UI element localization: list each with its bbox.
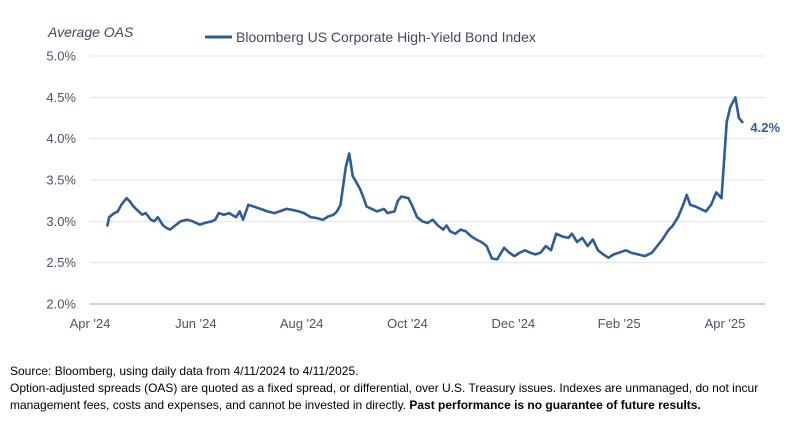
y-tick-label: 4.0% (46, 131, 76, 146)
disclosure-note: Option-adjusted spreads (OAS) are quoted… (10, 380, 785, 414)
performance-disclaimer: Past performance is no guarantee of futu… (409, 398, 701, 412)
oas-line-chart: Average OAS Bloomberg US Corporate High-… (46, 24, 780, 331)
y-tick-label: 2.5% (46, 255, 76, 270)
x-tick-label: Jun '24 (175, 316, 217, 331)
end-value-label: 4.2% (750, 120, 780, 135)
chart-footer: Source: Bloomberg, using daily data from… (10, 363, 785, 414)
y-tick-label: 3.0% (46, 214, 76, 229)
x-axis-ticks: Apr '24 Jun '24 Aug '24 Oct '24 Dec '24 Feb '… (70, 316, 746, 331)
x-tick-label: Aug '24 (280, 316, 324, 331)
x-tick-label: Apr '24 (70, 316, 111, 331)
disclosure-text: Option-adjusted spreads (OAS) are quoted… (10, 381, 759, 412)
source-note: Source: Bloomberg, using daily data from… (10, 364, 359, 378)
x-tick-label: Dec '24 (491, 316, 535, 331)
y-axis-title: Average OAS (47, 24, 134, 40)
y-tick-label: 3.5% (46, 173, 76, 188)
x-tick-label: Feb '25 (598, 316, 641, 331)
y-tick-label: 2.0% (46, 297, 76, 312)
y-tick-label: 5.0% (46, 49, 76, 64)
x-tick-label: Apr '25 (705, 316, 746, 331)
y-axis-ticks: 2.0% 2.5% 3.0% 3.5% 4.0% 4.5% 5.0% (46, 49, 76, 312)
gridlines (90, 55, 765, 305)
x-tick-label: Oct '24 (387, 316, 428, 331)
series-line (106, 96, 744, 261)
legend-label: Bloomberg US Corporate High-Yield Bond I… (236, 29, 536, 45)
y-tick-label: 4.5% (46, 90, 76, 105)
